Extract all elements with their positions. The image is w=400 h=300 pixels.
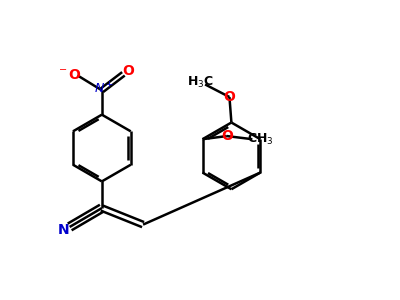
Text: O: O [221, 129, 233, 143]
Text: $^-$O: $^-$O [56, 68, 82, 82]
Text: N: N [58, 223, 69, 237]
Text: CH$_3$: CH$_3$ [247, 132, 274, 147]
Text: O: O [224, 90, 235, 104]
Text: H$_3$C: H$_3$C [187, 75, 214, 90]
Text: $N^+$: $N^+$ [94, 81, 114, 96]
Text: O: O [122, 64, 134, 79]
